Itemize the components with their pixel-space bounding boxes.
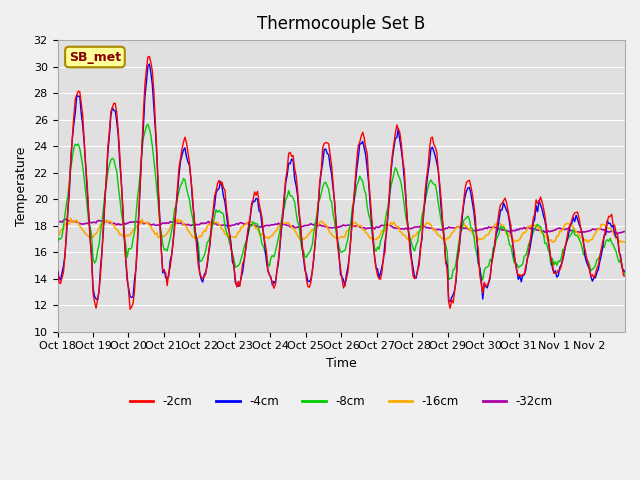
X-axis label: Time: Time (326, 357, 356, 370)
Y-axis label: Temperature: Temperature (15, 146, 28, 226)
Title: Thermocouple Set B: Thermocouple Set B (257, 15, 426, 33)
Legend: -2cm, -4cm, -8cm, -16cm, -32cm: -2cm, -4cm, -8cm, -16cm, -32cm (125, 390, 557, 413)
Text: SB_met: SB_met (69, 50, 121, 63)
